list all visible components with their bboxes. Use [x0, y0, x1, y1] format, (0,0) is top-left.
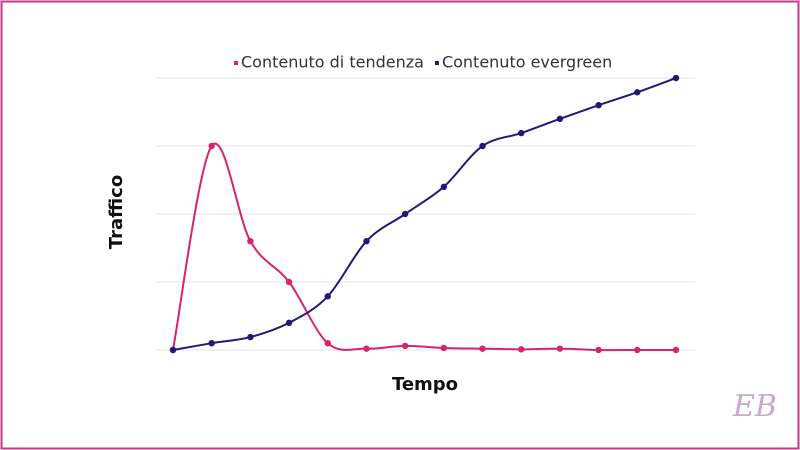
data-point — [401, 210, 409, 218]
data-point — [634, 89, 641, 96]
data-point — [324, 340, 331, 347]
data-point — [440, 344, 448, 352]
data-point — [518, 346, 525, 353]
data-point — [556, 115, 564, 123]
data-point — [479, 345, 486, 352]
data-point — [285, 319, 293, 326]
series-line — [172, 77, 677, 351]
data-point — [634, 346, 641, 354]
legend-marker — [434, 61, 439, 65]
series-line — [172, 142, 676, 352]
data-point — [363, 345, 370, 352]
x-axis-title: Tempo — [392, 374, 458, 395]
data-point — [556, 345, 564, 352]
data-point — [595, 346, 602, 354]
data-point — [363, 238, 370, 245]
data-point — [401, 342, 409, 350]
plot — [169, 74, 680, 354]
y-axis-title: Traffico — [106, 175, 127, 249]
data-point — [208, 340, 215, 347]
legend-marker — [234, 61, 238, 65]
watermark: EB — [732, 389, 777, 424]
data-point — [247, 238, 254, 245]
legend-label: Contenuto evergreen — [442, 53, 612, 72]
legend: Contenuto di tendenza Contenuto evergreen — [234, 53, 612, 72]
data-point — [285, 278, 293, 286]
data-point — [672, 346, 680, 354]
data-point — [208, 142, 215, 150]
data-point — [169, 346, 177, 354]
legend-label: Contenuto di tendenza — [241, 53, 424, 72]
data-point — [672, 74, 680, 82]
data-point — [518, 129, 525, 137]
data-point — [247, 333, 254, 341]
data-point — [479, 142, 486, 150]
data-point — [595, 102, 602, 109]
data-point — [324, 293, 331, 300]
grid — [155, 77, 695, 351]
data-point — [440, 183, 448, 190]
